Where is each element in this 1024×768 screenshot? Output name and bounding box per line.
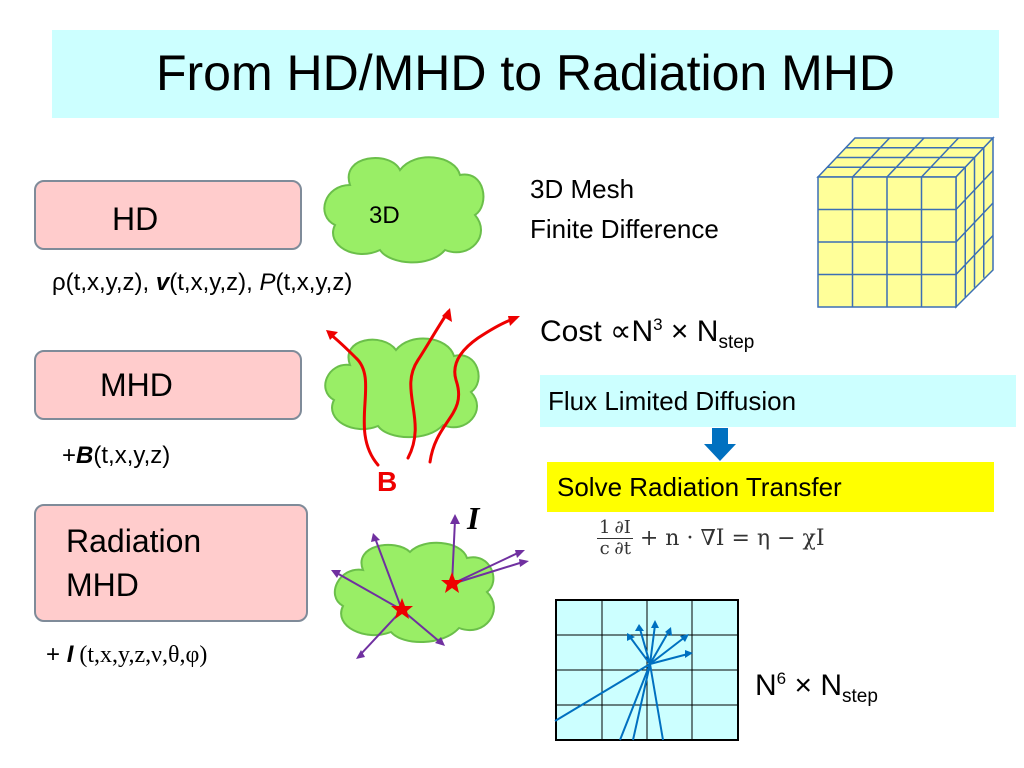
cost-hd: Cost ∝N3 × Nstep (540, 314, 755, 353)
b-args: (t,x,y,z) (93, 442, 171, 469)
hd-variables: ρ(t,x,y,z), v(t,x,y,z), P(t,x,y,z) (52, 268, 352, 298)
solve-radiation-transfer-label: Solve Radiation Transfer (557, 472, 842, 502)
intensity-label: I (467, 500, 480, 536)
flux-limited-diffusion-label: Flux Limited Diffusion (548, 386, 797, 416)
flux-limited-diffusion-box: Flux Limited Diffusion (540, 375, 1016, 427)
i-symbol: I (66, 641, 74, 668)
b-symbol: B (76, 442, 94, 469)
eq-frac-2: ∂I ∂t (612, 517, 633, 559)
mhd-box (34, 350, 302, 420)
hd-box (34, 180, 302, 250)
radiation-mhd-box (34, 504, 308, 622)
cost-rmhd: N6 × Nstep (755, 668, 878, 707)
cost-rmhd-sub: step (842, 686, 878, 707)
mesh-line-1: 3D Mesh (530, 174, 635, 204)
angular-grid-icon (554, 599, 739, 741)
p-args: (t,x,y,z) (275, 269, 353, 296)
p-symbol: P (259, 269, 276, 296)
v-args: (t,x,y,z), (169, 269, 253, 296)
cost-rmhd-times: × N (786, 669, 842, 702)
solve-radiation-transfer-box: Solve Radiation Transfer (547, 462, 994, 512)
down-arrow-icon (704, 428, 736, 461)
field-b-label: B (377, 466, 398, 497)
mhd-label: MHD (100, 367, 173, 403)
mesh-line-2: Finite Difference (530, 214, 719, 244)
mhd-variables: +B(t,x,y,z) (62, 441, 170, 471)
cost-hd-times: × N (662, 315, 719, 348)
eq-rest: + n · ∇I = η − χI (639, 526, 825, 551)
eq-frac-1-den: c (599, 538, 610, 559)
page-title: From HD/MHD to Radiation MHD (155, 45, 895, 101)
eq-frac-2-den: ∂t (614, 538, 631, 559)
cost-rmhd-exp: 6 (776, 669, 787, 688)
cost-hd-exp: 3 (653, 315, 663, 334)
transfer-equation: 1 c ∂I ∂t + n · ∇I = η − χI (597, 518, 825, 559)
v-symbol: v (155, 269, 170, 296)
mhd-cloud-with-field-icon (324, 308, 520, 467)
mesh-cube-icon (816, 136, 995, 309)
radiation-mhd-label-1: Radiation (66, 523, 202, 559)
hd-cloud-label: 3D (369, 202, 400, 229)
radiation-variables: + I (t,x,y,z,ν,θ,φ) (46, 640, 207, 670)
cost-hd-text: Cost ∝N (540, 315, 654, 348)
mhd-plus: + (62, 442, 77, 469)
hd-cloud-icon (323, 156, 485, 264)
i-args: (t,x,y,z,ν,θ,φ) (73, 642, 208, 668)
cost-rmhd-text: N (755, 669, 777, 702)
cost-hd-sub: step (718, 332, 755, 353)
eq-frac-2-num: ∂I (612, 517, 633, 539)
eq-frac-1-num: 1 (597, 517, 613, 539)
rmhd-plus: + (46, 641, 67, 668)
radiation-cloud-icon (331, 514, 529, 659)
title-bar (52, 30, 999, 118)
hd-label: HD (112, 201, 159, 237)
rho-var: ρ(t,x,y,z), (52, 269, 150, 296)
radiation-mhd-label-2: MHD (66, 567, 139, 603)
